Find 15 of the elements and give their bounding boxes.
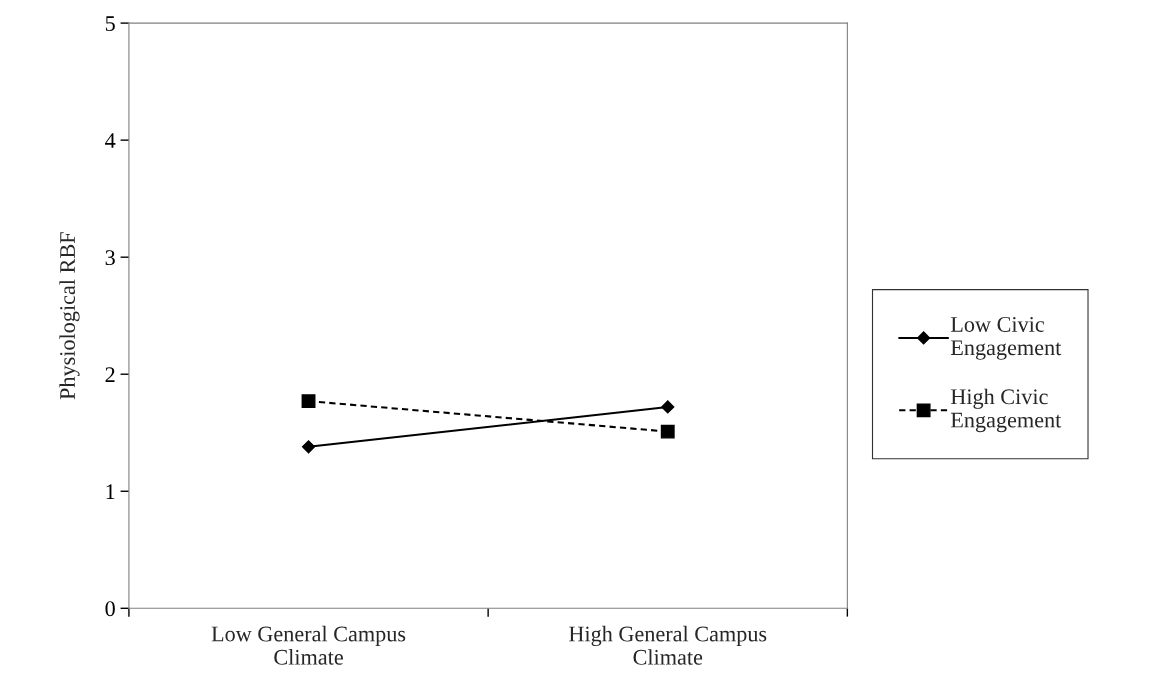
x-tick-label: Low General Campus Climate (211, 625, 406, 665)
y-tick-label: 0 (105, 601, 115, 617)
y-tick-label: 3 (105, 250, 115, 266)
legend-label: Low Civic Engagement (950, 317, 1062, 360)
x-tick-label: High General Campus Climate (569, 625, 767, 665)
point (661, 400, 675, 414)
y-tick-label: 1 (106, 484, 115, 499)
y-tick-label: 2 (105, 367, 115, 382)
legend-label: High Civic Engagement (950, 388, 1062, 433)
point (660, 424, 675, 439)
point (301, 394, 316, 409)
y-axis-title: Physiological RBF (59, 232, 80, 400)
point (301, 440, 316, 454)
y-tick-label: 5 (105, 16, 115, 32)
y-tick-label: 4 (105, 133, 116, 148)
